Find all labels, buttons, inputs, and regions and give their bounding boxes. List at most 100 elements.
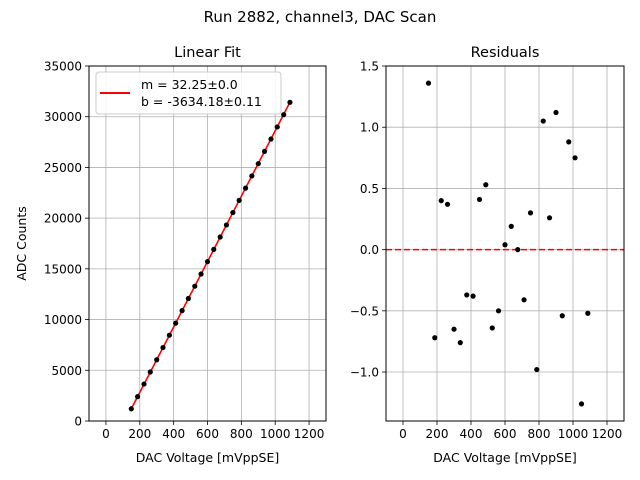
data-point: [425, 80, 432, 86]
y-tick-label: 0.0: [360, 243, 379, 257]
data-point: [198, 271, 204, 277]
data-point: [521, 297, 527, 303]
y-tick-label: −1.0: [350, 366, 379, 380]
data-point: [553, 109, 559, 116]
data-point: [204, 259, 211, 265]
data-point: [211, 246, 217, 252]
data-point: [154, 357, 160, 363]
y-tick-label: 1.0: [360, 121, 379, 135]
data-point: [128, 406, 134, 412]
data-point: [444, 201, 451, 207]
data-point: [274, 124, 280, 130]
linear-fit-title: Linear Fit: [174, 45, 241, 61]
data-point: [230, 209, 236, 216]
y-tick-label: 20000: [44, 212, 82, 226]
data-point: [223, 222, 230, 228]
data-point: [534, 366, 540, 373]
x-tick-label: 1200: [592, 427, 623, 441]
data-point: [179, 308, 185, 314]
data-point: [192, 283, 198, 289]
data-point: [160, 344, 166, 351]
data-point: [281, 112, 287, 118]
y-tick-label: 35000: [44, 60, 82, 74]
linear-fit-xlabel: DAC Voltage [mVppSE]: [136, 450, 279, 465]
x-tick-label: 600: [494, 427, 517, 441]
data-point: [268, 136, 274, 142]
data-point: [508, 223, 514, 229]
y-tick-label: 5000: [51, 364, 82, 378]
x-tick-label: 200: [426, 427, 449, 441]
data-point: [540, 118, 546, 124]
data-point: [527, 210, 534, 216]
x-tick-label: 600: [196, 427, 219, 441]
y-tick-label: 25000: [44, 161, 82, 175]
x-tick-label: 1000: [260, 427, 291, 441]
data-point: [585, 310, 591, 316]
x-tick-label: 200: [128, 427, 151, 441]
data-point: [566, 139, 572, 145]
data-point: [572, 155, 578, 161]
data-point: [141, 381, 147, 387]
data-point: [476, 196, 483, 203]
x-tick-label: 400: [460, 427, 483, 441]
data-point: [185, 295, 191, 302]
data-point: [261, 148, 268, 155]
data-point: [515, 247, 521, 253]
x-tick-label: 0: [399, 427, 407, 441]
x-tick-label: 800: [230, 427, 253, 441]
y-tick-label: 30000: [44, 110, 82, 124]
x-tick-label: 0: [102, 427, 110, 441]
data-point: [457, 340, 463, 346]
data-point: [438, 198, 444, 204]
data-point: [249, 173, 255, 179]
linear-fit-legend: m = 32.25±0.0 b = -3634.18±0.11: [95, 71, 282, 115]
data-point: [495, 308, 502, 314]
x-tick-label: 1200: [294, 427, 325, 441]
data-point: [166, 332, 173, 338]
linear-fit-panel: Linear Fit 0 200 400 600 800 1000 1200 0 5000 100…: [14, 45, 327, 465]
linear-fit-axes-frame: [88, 65, 327, 422]
data-point: [464, 292, 470, 298]
residuals-marks: [386, 80, 624, 407]
data-point: [287, 99, 293, 105]
data-point: [134, 394, 141, 400]
data-point: [432, 335, 438, 341]
legend-box: [95, 71, 282, 115]
linear-fit-grid: [89, 65, 326, 422]
data-point: [255, 161, 261, 167]
y-tick-label: 1.5: [360, 60, 379, 74]
fit-line: [130, 101, 291, 410]
data-point: [242, 185, 249, 191]
residuals-panel: Residuals 0 200 400 600 800 1000 1200−1.0−0.50…: [350, 45, 625, 465]
data-point: [236, 197, 242, 203]
x-tick-label: 400: [162, 427, 185, 441]
residuals-ticks: 0 200 400 600 800 1000 1200 −1.0 −0.5 0.0 0.5 1.0 1.…: [350, 60, 622, 442]
data-point: [546, 215, 553, 221]
residuals-title: Residuals: [471, 45, 540, 61]
data-point: [147, 369, 153, 375]
data-point: [173, 320, 179, 326]
y-tick-label: 15000: [44, 262, 82, 276]
linear-fit-ylabel: ADC Counts: [14, 206, 29, 281]
data-point: [483, 182, 489, 188]
x-tick-label: 800: [528, 427, 551, 441]
data-point: [502, 242, 508, 248]
residuals-axes-frame: [385, 65, 625, 422]
y-tick-label: 0.5: [360, 182, 379, 196]
linear-fit-marks: [128, 99, 293, 412]
legend-entry-b: b = -3634.18±0.11: [141, 94, 262, 109]
data-point: [559, 313, 565, 319]
linear-fit-ticks: 0 200 400 600 800 1000 1200 0 5000 10000 15000 2000…: [44, 60, 325, 442]
x-tick-label: 1000: [558, 427, 589, 441]
legend-entry-m: m = 32.25±0.0: [141, 77, 238, 92]
y-tick-label: 0: [74, 415, 82, 429]
data-point: [578, 401, 585, 407]
figure-suptitle: Run 2882, channel3, DAC Scan: [204, 8, 437, 26]
data-point: [470, 293, 476, 299]
data-point: [217, 234, 223, 240]
data-point: [451, 326, 457, 332]
data-point: [489, 325, 495, 331]
residuals-xlabel: DAC Voltage [mVppSE]: [433, 450, 576, 465]
y-tick-label: 10000: [44, 313, 82, 327]
